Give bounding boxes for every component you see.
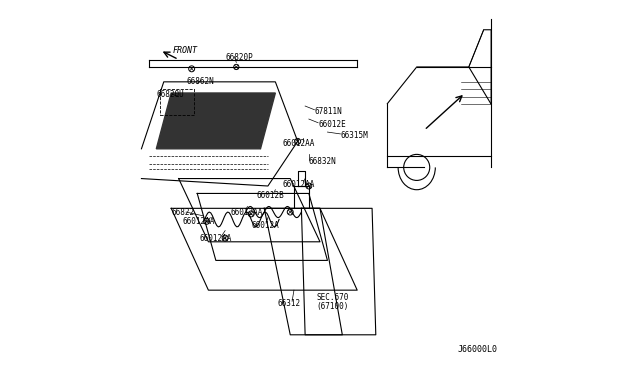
Text: 66012A: 66012A	[251, 221, 279, 230]
Text: 66012AA: 66012AA	[182, 217, 215, 226]
Text: 66012AA: 66012AA	[283, 139, 315, 148]
Text: FRONT: FRONT	[173, 46, 198, 55]
Text: 66312: 66312	[277, 299, 300, 308]
Text: 66862N: 66862N	[186, 77, 214, 86]
Text: 66012E: 66012E	[318, 120, 346, 129]
Text: 66832N: 66832N	[309, 157, 337, 166]
Text: (67100): (67100)	[316, 302, 349, 311]
Text: 66820U: 66820U	[156, 90, 184, 99]
Polygon shape	[156, 93, 275, 149]
Text: SEC.670: SEC.670	[316, 293, 349, 302]
Text: 66012B: 66012B	[257, 191, 285, 200]
Text: 66315M: 66315M	[340, 131, 368, 140]
Text: 66822: 66822	[172, 208, 195, 217]
Text: 67811N: 67811N	[314, 107, 342, 116]
Text: J66000L0: J66000L0	[458, 345, 498, 354]
Text: 66012AA: 66012AA	[231, 208, 263, 217]
Text: 66012AA: 66012AA	[199, 234, 232, 243]
Text: 66820P: 66820P	[225, 53, 253, 62]
Text: 66012AA: 66012AA	[283, 180, 315, 189]
